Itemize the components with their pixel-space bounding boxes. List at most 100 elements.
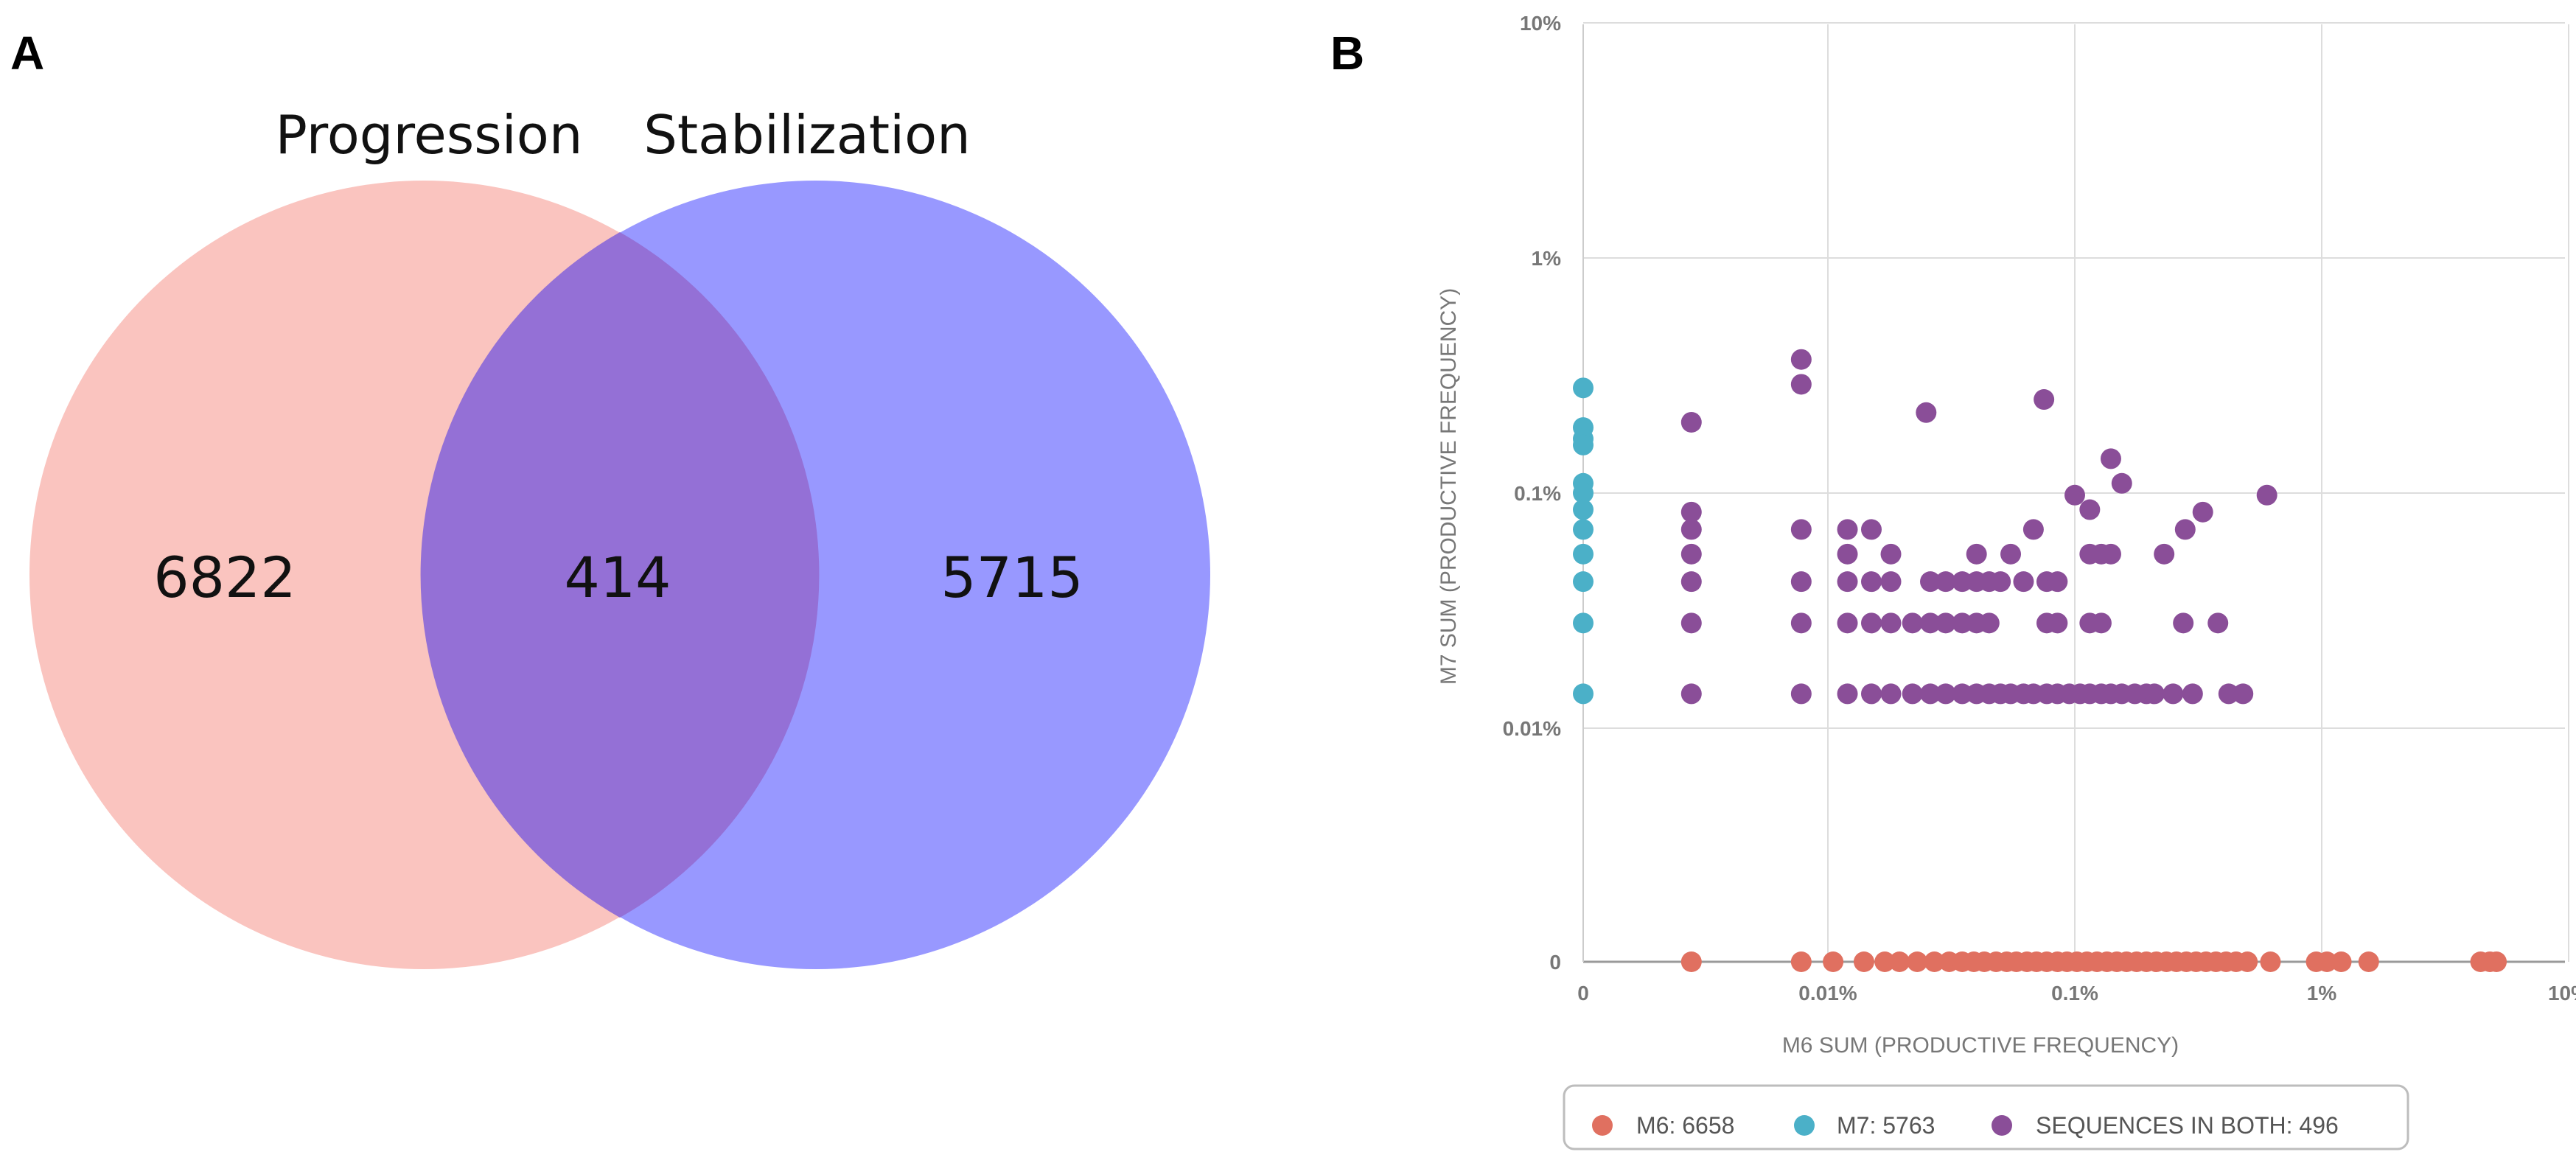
point-sequences-in-both[interactable] (2079, 499, 2101, 520)
point-sequences-in-both[interactable] (1790, 519, 1812, 540)
point-m7[interactable] (1573, 543, 1594, 565)
point-sequences-in-both[interactable] (1902, 612, 1923, 634)
point-sequences-in-both[interactable] (1860, 612, 1882, 634)
point-sequences-in-both[interactable] (1880, 612, 1902, 634)
point-sequences-in-both[interactable] (1790, 349, 1812, 370)
point-m7[interactable] (1573, 377, 1594, 399)
point-sequences-in-both[interactable] (2256, 484, 2277, 506)
point-m7[interactable] (1573, 434, 1594, 455)
point-sequences-in-both[interactable] (1790, 683, 1812, 705)
legend-dot-m6 (1592, 1115, 1613, 1136)
point-m6[interactable] (1790, 951, 1812, 972)
point-sequences-in-both[interactable] (1935, 612, 1956, 634)
point-sequences-in-both[interactable] (2207, 612, 2229, 634)
point-sequences-in-both[interactable] (1880, 543, 1902, 565)
point-sequences-in-both[interactable] (1680, 501, 1702, 523)
point-sequences-in-both[interactable] (1837, 683, 1858, 705)
point-sequences-in-both[interactable] (2100, 448, 2121, 469)
point-sequences-in-both[interactable] (2034, 389, 2055, 411)
point-m6[interactable] (1823, 951, 1844, 972)
point-sequences-in-both[interactable] (1952, 571, 1973, 593)
point-sequences-in-both[interactable] (1680, 683, 1702, 705)
point-sequences-in-both[interactable] (1837, 571, 1858, 593)
point-m6[interactable] (2331, 951, 2352, 972)
panel-b-label: B (1330, 27, 1364, 80)
point-m6[interactable] (2237, 951, 2258, 972)
plot-grid (1583, 22, 2569, 962)
point-sequences-in-both[interactable] (2218, 683, 2239, 705)
point-m6[interactable] (2358, 951, 2379, 972)
point-sequences-in-both[interactable] (1790, 374, 1812, 395)
point-sequences-in-both[interactable] (2163, 683, 2184, 705)
point-sequences-in-both[interactable] (2233, 683, 2254, 705)
point-sequences-in-both[interactable] (2174, 519, 2196, 540)
point-sequences-in-both[interactable] (2182, 683, 2203, 705)
legend-box (1563, 1084, 2409, 1150)
point-sequences-in-both[interactable] (1990, 571, 2011, 593)
legend-item-m7[interactable]: M7: 5763 (1794, 1112, 1935, 1139)
point-sequences-in-both[interactable] (1902, 683, 1923, 705)
point-m6[interactable] (2260, 951, 2281, 972)
point-sequences-in-both[interactable] (2022, 519, 2044, 540)
point-sequences-in-both[interactable] (1978, 612, 2000, 634)
point-sequences-in-both[interactable] (1966, 543, 1987, 565)
point-sequences-in-both[interactable] (1880, 683, 1902, 705)
point-sequences-in-both[interactable] (1935, 683, 1956, 705)
point-m6[interactable] (1907, 951, 1928, 972)
point-sequences-in-both[interactable] (2173, 612, 2194, 634)
point-sequences-in-both[interactable] (1837, 519, 1858, 540)
point-sequences-in-both[interactable] (1790, 571, 1812, 593)
venn-count-overlap: 414 (564, 545, 671, 610)
point-sequences-in-both[interactable] (1952, 683, 1973, 705)
point-m6[interactable] (1924, 951, 1945, 972)
point-sequences-in-both[interactable] (1952, 612, 1973, 634)
legend-item-both[interactable]: SEQUENCES IN BOTH: 496 (1992, 1112, 2339, 1139)
point-m7[interactable] (1573, 519, 1594, 540)
point-sequences-in-both[interactable] (2090, 612, 2112, 634)
point-sequences-in-both[interactable] (2000, 543, 2022, 565)
point-sequences-in-both[interactable] (1920, 571, 1941, 593)
x-tick-label: 0.1% (2051, 982, 2098, 1005)
point-sequences-in-both[interactable] (2100, 543, 2121, 565)
point-sequences-in-both[interactable] (1837, 612, 1858, 634)
point-m6[interactable] (1853, 951, 1874, 972)
point-sequences-in-both[interactable] (1935, 571, 1956, 593)
point-m7[interactable] (1573, 499, 1594, 520)
point-sequences-in-both[interactable] (2111, 472, 2132, 494)
point-sequences-in-both[interactable] (1860, 683, 1882, 705)
legend: M6: 6658 M7: 5763 SEQUENCES IN BOTH: 496 (1563, 1084, 2409, 1150)
point-sequences-in-both[interactable] (2013, 571, 2034, 593)
point-sequences-in-both[interactable] (1680, 612, 1702, 634)
point-m7[interactable] (1573, 483, 1594, 503)
point-m6[interactable] (2486, 951, 2507, 972)
point-sequences-in-both[interactable] (2192, 501, 2213, 523)
point-m7[interactable] (1573, 571, 1594, 593)
point-sequences-in-both[interactable] (1920, 683, 1941, 705)
point-m6[interactable] (2317, 951, 2338, 972)
y-tick-label: 1% (1532, 247, 1562, 270)
point-sequences-in-both[interactable] (1680, 543, 1702, 565)
point-sequences-in-both[interactable] (2143, 683, 2165, 705)
point-sequences-in-both[interactable] (2047, 612, 2068, 634)
point-m6[interactable] (1680, 951, 1702, 972)
point-sequences-in-both[interactable] (1680, 411, 1702, 433)
point-sequences-in-both[interactable] (1680, 519, 1702, 540)
point-sequences-in-both[interactable] (2154, 543, 2175, 565)
point-sequences-in-both[interactable] (2064, 484, 2085, 506)
point-sequences-in-both[interactable] (1837, 543, 1858, 565)
point-sequences-in-both[interactable] (1916, 402, 1937, 423)
point-sequences-in-both[interactable] (1790, 612, 1812, 634)
venn-count-stabilization-only: 5715 (940, 545, 1083, 610)
legend-item-m6[interactable]: M6: 6658 (1592, 1112, 1734, 1139)
point-m7[interactable] (1573, 683, 1594, 705)
point-m6[interactable] (1889, 951, 1910, 972)
point-m6[interactable] (1874, 951, 1896, 972)
point-sequences-in-both[interactable] (1860, 519, 1882, 540)
point-sequences-in-both[interactable] (2047, 571, 2068, 593)
point-sequences-in-both[interactable] (1920, 612, 1941, 634)
point-sequences-in-both[interactable] (1860, 571, 1882, 593)
point-sequences-in-both[interactable] (1880, 571, 1902, 593)
point-m7[interactable] (1573, 612, 1594, 634)
point-sequences-in-both[interactable] (1680, 571, 1702, 593)
